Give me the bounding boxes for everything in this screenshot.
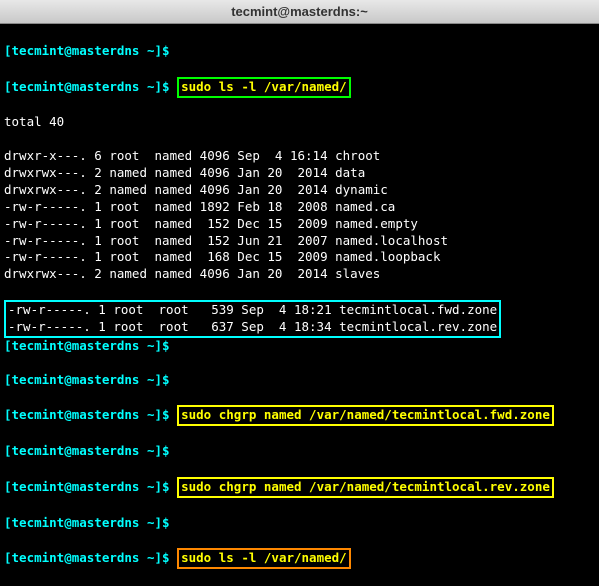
highlight-box-chgrp-fwd: sudo chgrp named /var/named/tecmintlocal… [177,405,554,426]
file-row: drwxrwx---. 2 named named 4096 Jan 20 20… [4,266,595,283]
file-row: -rw-r-----. 1 root root 539 Sep 4 18:21 … [8,302,497,319]
highlight-box-ls1: sudo ls -l /var/named/ [177,77,351,98]
file-row: -rw-r-----. 1 root named 168 Dec 15 2009… [4,249,595,266]
prompt: [tecmint@masterdns ~]$ [4,443,170,458]
window-title: tecmint@masterdns:~ [231,4,368,19]
prompt: [tecmint@masterdns ~]$ [4,550,170,565]
highlight-box-before-zones: -rw-r-----. 1 root root 539 Sep 4 18:21 … [4,300,501,338]
command-ls2: sudo ls -l /var/named/ [181,550,347,565]
prompt: [tecmint@masterdns ~]$ [4,338,170,353]
highlight-box-ls2: sudo ls -l /var/named/ [177,548,351,569]
prompt: [tecmint@masterdns ~]$ [4,43,170,58]
file-row: drwxrwx---. 2 named named 4096 Jan 20 20… [4,165,595,182]
file-row: -rw-r-----. 1 root named 152 Dec 15 2009… [4,216,595,233]
prompt: [tecmint@masterdns ~]$ [4,515,170,530]
highlight-box-chgrp-rev: sudo chgrp named /var/named/tecmintlocal… [177,477,554,498]
command-ls1: sudo ls -l /var/named/ [181,79,347,94]
prompt: [tecmint@masterdns ~]$ [4,479,170,494]
file-row: -rw-r-----. 1 root named 1892 Feb 18 200… [4,199,595,216]
total-line: total 40 [4,114,595,131]
file-row: -rw-r-----. 1 root named 152 Jun 21 2007… [4,233,595,250]
command-chgrp-rev: sudo chgrp named /var/named/tecmintlocal… [181,479,550,494]
terminal[interactable]: [tecmint@masterdns ~]$ [tecmint@masterdn… [0,24,599,586]
file-row: drwxrwx---. 2 named named 4096 Jan 20 20… [4,182,595,199]
prompt: [tecmint@masterdns ~]$ [4,79,170,94]
file-row: drwxr-x---. 6 root named 4096 Sep 4 16:1… [4,148,595,165]
prompt: [tecmint@masterdns ~]$ [4,407,170,422]
window-titlebar: tecmint@masterdns:~ [0,0,599,24]
prompt: [tecmint@masterdns ~]$ [4,372,170,387]
listing-before: drwxr-x---. 6 root named 4096 Sep 4 16:1… [4,148,595,283]
file-row: -rw-r-----. 1 root root 637 Sep 4 18:34 … [8,319,497,336]
command-chgrp-fwd: sudo chgrp named /var/named/tecmintlocal… [181,407,550,422]
